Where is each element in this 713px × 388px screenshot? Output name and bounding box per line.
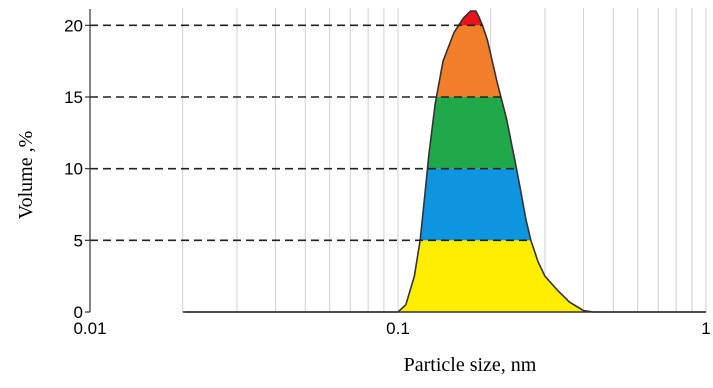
- reference-lines-layer: [90, 24, 531, 242]
- x-axis-title: Particle size, nm: [404, 354, 537, 376]
- axis-layer: 0 5 10 15 20 0.01 0.1 1: [64, 9, 711, 338]
- x-tick-label: 1: [701, 319, 710, 338]
- y-tick-label: 0: [74, 303, 83, 322]
- y-tick-label: 20: [64, 16, 83, 35]
- y-tick-label: 15: [64, 88, 83, 107]
- x-tick-label: 0.1: [386, 319, 410, 338]
- y-tick-label: 10: [64, 160, 83, 179]
- x-tick-label: 0.01: [73, 319, 106, 338]
- y-axis-title: Volume ,%: [15, 131, 37, 220]
- curve-layer: [182, 10, 706, 313]
- distribution-curve: [182, 10, 706, 313]
- y-tick-label: 5: [74, 231, 83, 250]
